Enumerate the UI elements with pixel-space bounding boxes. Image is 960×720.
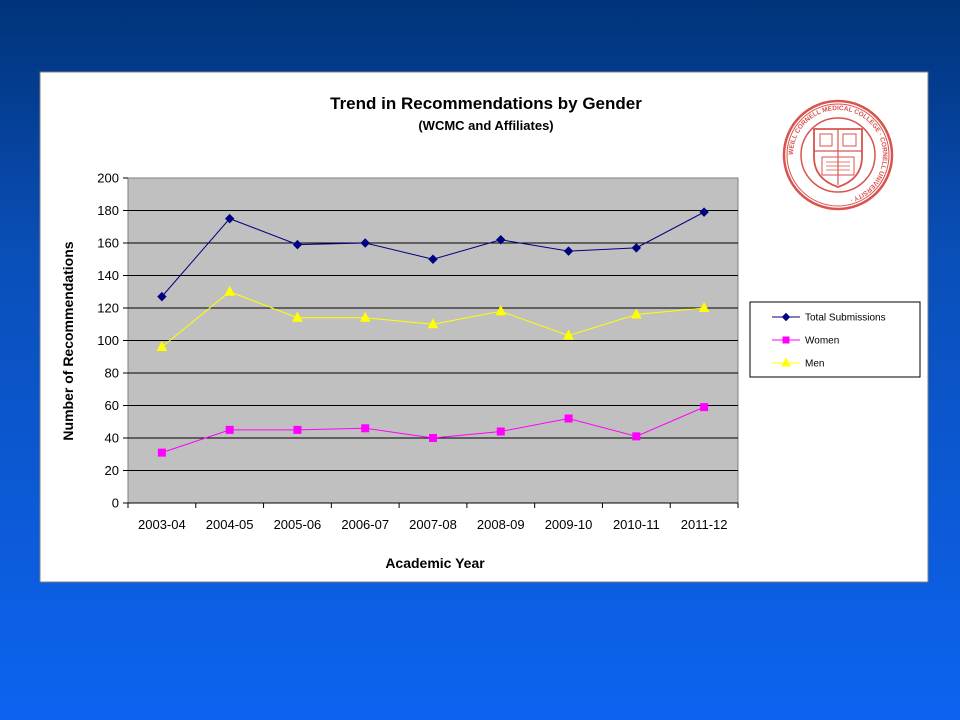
x-tick-label: 2006-07 [341,517,389,532]
data-point-square [225,425,234,434]
chart-subtitle: (WCMC and Affiliates) [418,118,553,133]
data-point-square [429,434,437,442]
data-point-diamond [292,239,303,250]
legend-entry: Men [805,359,824,370]
data-point-diamond [631,243,642,253]
data-point-square [496,427,505,436]
y-tick-label: 0 [112,496,119,511]
data-point-triangle [495,305,507,316]
legend-entry: Women [805,336,839,347]
series-women [157,403,709,457]
data-point-triangle [292,311,303,322]
x-tick-label: 2011-12 [681,517,728,532]
x-axis-title: Academic Year [385,555,485,571]
y-tick-label: 20 [105,463,119,478]
data-point-diamond [563,246,574,256]
data-point-triangle [427,318,439,329]
legend: Total Submissions Women Men [772,313,886,370]
data-point-triangle [563,329,574,340]
data-point-square [700,403,709,412]
y-tick-label: 120 [97,301,119,316]
data-point-diamond [360,238,370,248]
y-tick-label: 100 [97,333,119,348]
data-point-square [293,425,302,434]
data-point-diamond [157,291,167,302]
data-point-triangle [359,311,371,322]
series-men [156,285,710,351]
data-point-diamond [699,207,709,217]
legend-entry: Total Submissions [805,313,886,324]
data-point-diamond [781,312,791,322]
data-point-triangle [156,340,168,351]
y-tick-label: 160 [97,236,119,251]
y-tick-label: 200 [97,171,119,186]
x-tick-label: 2010-11 [613,517,660,532]
y-tick-label: 140 [97,268,119,283]
x-tick-label: 2009-10 [545,517,593,532]
data-point-triangle [781,357,791,367]
x-tick-label: 2007-08 [409,517,457,532]
x-tick-label: 2008-09 [477,517,525,532]
data-point-diamond [496,235,506,245]
data-point-square [782,336,790,344]
data-point-triangle [224,285,235,296]
x-axis: 2003-04 2004-05 2005-06 2006-07 2007-08 2008-… [127,502,739,532]
data-point-square [361,424,370,433]
series-group [156,207,710,457]
chart-title: Trend in Recommendations by Gender [330,94,642,113]
x-tick-label: 2003-04 [138,517,186,532]
data-point-diamond [224,213,235,224]
data-point-triangle [698,301,710,312]
y-tick-label: 40 [105,431,119,446]
y-tick-label: 60 [105,398,119,413]
data-point-square [157,448,166,457]
x-tick-label: 2004-05 [206,517,254,532]
y-tick-label: 180 [97,203,119,218]
data-point-square [632,432,641,441]
y-axis-title: Number of Recommendations [60,241,76,440]
x-tick-label: 2005-06 [274,517,322,532]
data-point-diamond [428,254,438,264]
y-tick-label: 80 [105,366,119,381]
series-total-submissions [157,207,709,302]
data-point-triangle [631,308,642,319]
y-axis: 0 20 40 60 80 100 120 140 160 180 200 [97,171,128,511]
data-point-square [564,414,573,423]
